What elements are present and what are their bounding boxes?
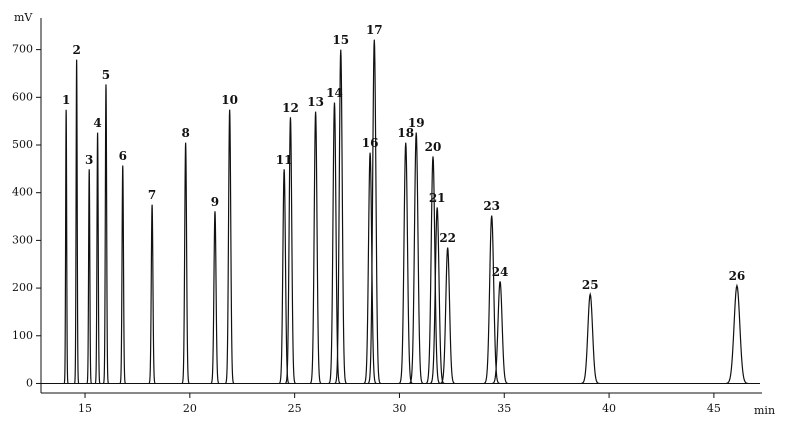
peak <box>491 281 509 385</box>
peak <box>725 283 749 385</box>
peak <box>210 211 220 384</box>
y-tick-label: 200 <box>12 281 33 294</box>
peak <box>363 152 377 384</box>
x-axis-label: min <box>754 404 775 417</box>
peak <box>440 247 456 385</box>
peak <box>429 207 445 384</box>
peak-label: 15 <box>332 33 349 47</box>
peak <box>225 109 235 384</box>
peak <box>119 165 126 384</box>
peak-label: 19 <box>408 116 425 130</box>
peak <box>309 111 322 384</box>
peak-label: 21 <box>429 191 446 205</box>
peak <box>94 132 101 384</box>
peak <box>86 169 92 384</box>
peak-label: 2 <box>72 43 80 57</box>
peak-label: 17 <box>366 23 383 37</box>
peak-label: 5 <box>102 68 110 82</box>
peak <box>398 142 413 384</box>
peak-label: 14 <box>326 86 343 100</box>
peak-label: 22 <box>439 231 456 245</box>
peak <box>285 117 296 384</box>
peak-label: 3 <box>85 153 93 167</box>
peak <box>74 59 80 384</box>
peak <box>425 156 441 384</box>
peak <box>328 102 341 384</box>
peak-label: 8 <box>181 126 189 140</box>
x-tick-label: 25 <box>288 402 302 415</box>
y-axis-label: mV <box>14 11 33 24</box>
peak <box>483 215 500 385</box>
peak <box>409 132 424 384</box>
y-tick-label: 400 <box>12 186 33 199</box>
peak-label: 1 <box>62 93 70 107</box>
y-tick-label: 500 <box>12 138 33 151</box>
peak-label: 6 <box>119 149 127 163</box>
peak <box>63 109 69 384</box>
peak <box>148 204 156 384</box>
y-tick-label: 700 <box>12 43 33 56</box>
y-tick-label: 0 <box>26 376 33 389</box>
peak <box>580 291 600 385</box>
peak-label: 7 <box>148 188 156 202</box>
peak-label: 25 <box>582 278 599 292</box>
peak-label: 12 <box>282 101 299 115</box>
peak-label: 10 <box>221 93 238 107</box>
peak-label: 26 <box>729 269 746 283</box>
x-tick-label: 35 <box>497 402 511 415</box>
x-tick-label: 30 <box>392 402 406 415</box>
peak-label: 11 <box>276 153 293 167</box>
y-tick-label: 300 <box>12 233 33 246</box>
peak <box>181 142 190 384</box>
peak-label: 20 <box>425 140 442 154</box>
x-tick-label: 15 <box>78 402 92 415</box>
peak-label: 18 <box>397 126 414 140</box>
peak-label: 9 <box>211 195 219 209</box>
peak <box>102 84 109 384</box>
x-tick-label: 40 <box>602 402 616 415</box>
peak-label: 23 <box>483 199 500 213</box>
peak-label: 13 <box>307 95 324 109</box>
y-tick-label: 100 <box>12 329 33 342</box>
peak <box>367 39 381 384</box>
peak <box>278 169 290 384</box>
x-tick-label: 20 <box>183 402 197 415</box>
peak-label: 24 <box>492 265 509 279</box>
y-tick-label: 600 <box>12 90 33 103</box>
peak-label: 4 <box>93 116 101 130</box>
peak-label: 16 <box>362 136 379 150</box>
peak <box>334 49 347 384</box>
x-tick-label: 45 <box>707 402 721 415</box>
